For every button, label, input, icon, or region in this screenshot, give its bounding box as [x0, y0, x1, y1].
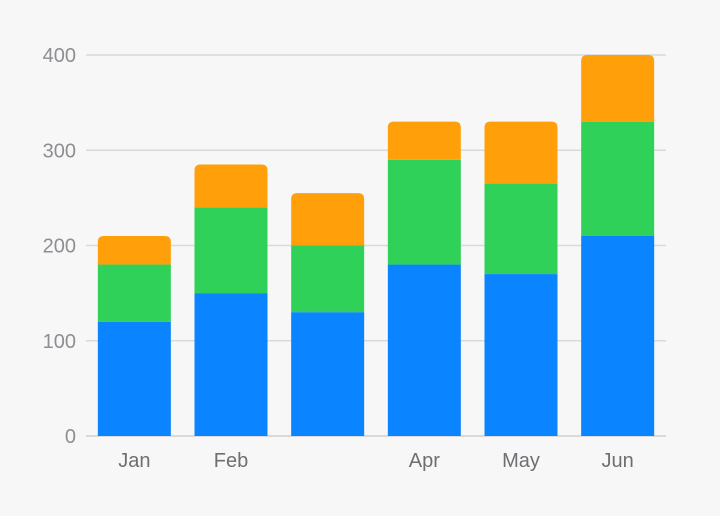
x-tick-label-jun: Jun	[602, 450, 634, 472]
y-tick-label-100: 100	[43, 331, 76, 353]
bar-segment-jan-s1	[97, 264, 171, 322]
bars	[97, 55, 655, 436]
bar-segment-jan-s0	[97, 321, 171, 436]
y-tick-label-400: 400	[43, 45, 76, 67]
bar-segment-jun-s2	[581, 55, 655, 122]
bar-segment-apr-s2	[387, 121, 461, 160]
bar-segment-may-s0	[484, 274, 558, 436]
bar-segment-feb-s1	[194, 207, 268, 294]
y-tick-label-200: 200	[43, 236, 76, 258]
bar-segment-feb-s0	[194, 293, 268, 436]
x-tick-label-feb: Feb	[214, 450, 248, 472]
y-tick-label-300: 300	[43, 140, 76, 162]
bar-segment-apr-s1	[387, 159, 461, 265]
bar-segment-cat2-s0	[291, 312, 365, 436]
bar-segment-feb-s2	[194, 164, 268, 208]
bar-segment-cat2-s1	[291, 245, 365, 313]
grid-lines	[86, 54, 666, 437]
x-tick-label-apr: Apr	[409, 450, 440, 472]
bar-segment-may-s1	[484, 183, 558, 275]
y-tick-label-0: 0	[65, 426, 76, 448]
bar-segment-cat2-s2	[291, 193, 365, 246]
x-tick-label-jan: Jan	[118, 450, 150, 472]
bar-segment-jan-s2	[97, 235, 171, 265]
bar-segment-apr-s0	[387, 264, 461, 436]
y-axis-tick-labels: 0 100 200 300 400	[43, 45, 76, 448]
bar-segment-jun-s1	[581, 121, 655, 236]
bar-segment-may-s2	[484, 121, 558, 184]
x-tick-label-may: May	[502, 450, 540, 472]
x-axis-tick-labels: Jan Feb Apr May Jun	[118, 450, 634, 472]
bar-segment-jun-s0	[581, 235, 655, 436]
